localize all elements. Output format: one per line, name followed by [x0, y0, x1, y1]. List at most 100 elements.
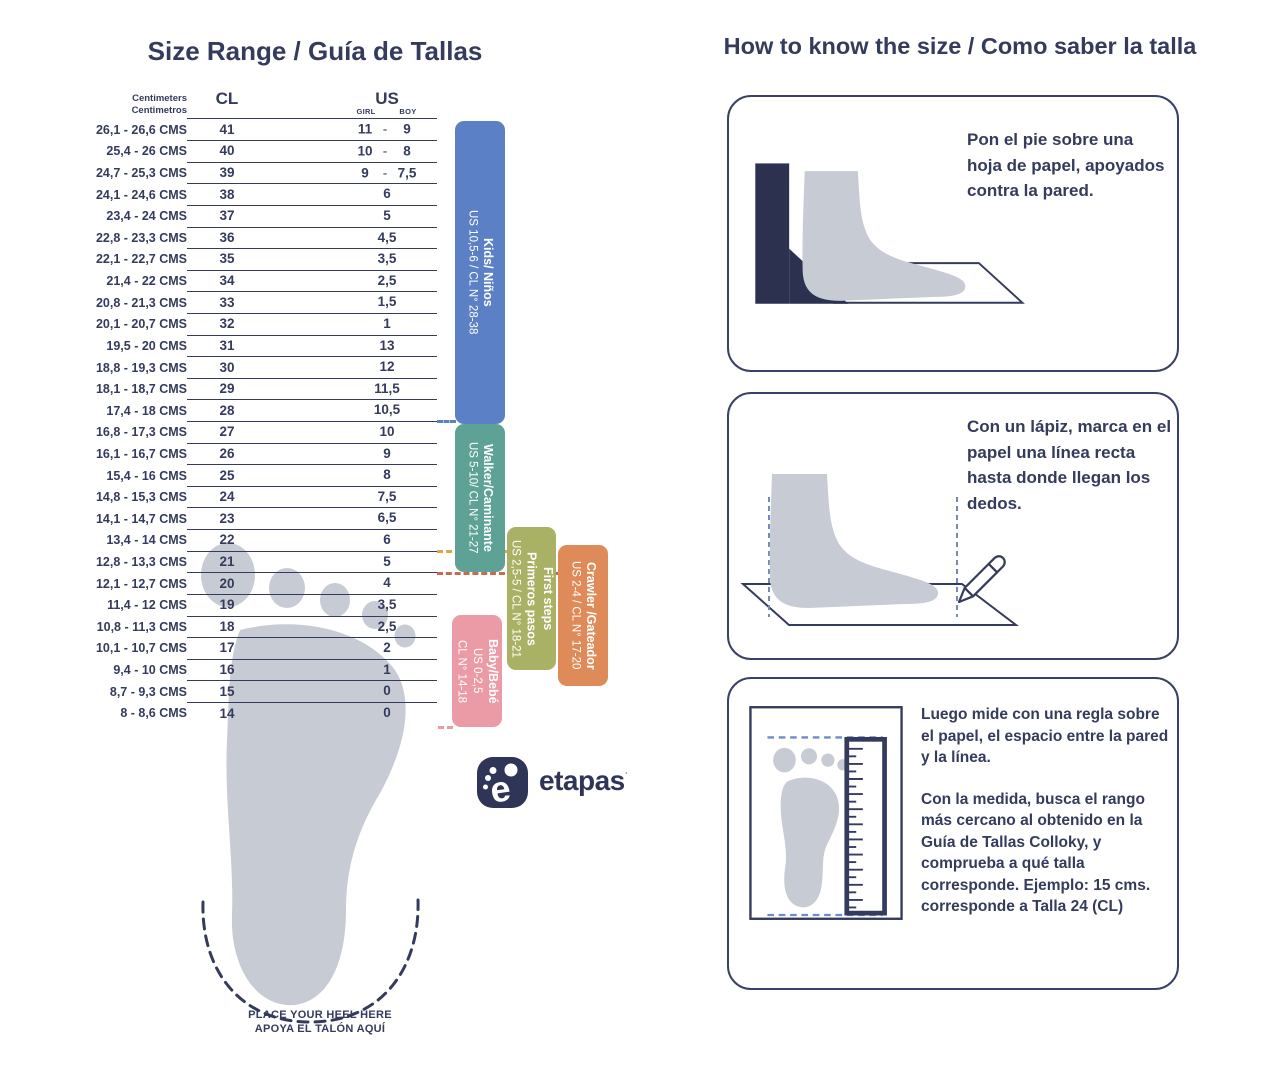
cm-range: 16,1 - 16,7 CMS: [95, 446, 187, 461]
step-box-1: Pon el pie sobre una hoja de papel, apoy…: [727, 95, 1179, 372]
cl-size: 26: [219, 445, 235, 461]
cm-range: 10,8 - 11,3 CMS: [96, 619, 187, 634]
cm-range: 15,4 - 16 CMS: [106, 468, 187, 483]
table-row: 24,1 - 24,6 CMS 38 6: [90, 184, 437, 206]
table-row: 22,1 - 22,7 CMS 35 3,5: [90, 249, 437, 271]
girl-subheader: GIRL: [356, 107, 376, 116]
cm-range: 19,5 - 20 CMS: [106, 338, 187, 353]
us-size: 13: [379, 337, 395, 353]
cl-size: 27: [219, 424, 235, 440]
cm-header: Centimeters Centimetros: [131, 93, 187, 116]
big-footprint-illustration: [201, 543, 420, 1024]
logo-wordmark: etapas˙: [539, 765, 628, 796]
cm-range: 22,1 - 22,7 CMS: [95, 252, 187, 267]
us-size: 5: [383, 207, 391, 223]
cm-range: 16,8 - 17,3 CMS: [95, 425, 187, 440]
cl-size: 20: [219, 575, 235, 591]
cl-size: 14: [219, 705, 235, 721]
cm-range: 14,8 - 15,3 CMS: [95, 490, 187, 505]
us-size: 9-7,5: [361, 165, 417, 181]
table-row: 21,4 - 22 CMS 34 2,5: [90, 270, 437, 293]
cm-range: 24,7 - 25,3 CMS: [95, 166, 187, 181]
us-size: 0: [383, 705, 391, 721]
us-size: 1: [383, 661, 391, 677]
cm-range: 18,1 - 18,7 CMS: [95, 382, 187, 397]
table-row: 17,4 - 18 CMS 28 10,5: [90, 400, 437, 423]
us-size: 7,5: [377, 488, 397, 504]
cm-range: 13,4 - 14 CMS: [106, 533, 187, 548]
us-header: US GIRL BOY: [267, 88, 437, 118]
table-row: 24,7 - 25,3 CMS 39 9-7,5: [90, 162, 437, 185]
table-row: 11,4 - 12 CMS 19 3,5: [90, 594, 437, 617]
cl-size: 35: [219, 251, 235, 267]
cl-size: 29: [219, 381, 235, 397]
cl-size: 39: [219, 165, 235, 181]
table-row: 22,8 - 23,3 CMS 36 4,5: [90, 227, 437, 250]
cl-size: 36: [219, 229, 235, 245]
cl-size: 41: [219, 121, 235, 137]
table-row: 15,4 - 16 CMS 25 8: [90, 465, 437, 487]
footprint-ruler-illustration: [749, 706, 903, 920]
cl-size: 19: [219, 597, 235, 613]
us-size: 6,5: [377, 510, 397, 526]
cl-size: 21: [219, 553, 235, 569]
table-row: 12,1 - 12,7 CMS 20 4: [90, 573, 437, 595]
stage-bar-baby: Baby/Bebé US 0-2,5 CL N° 14-18: [452, 615, 502, 727]
us-size: 1,5: [377, 294, 397, 310]
cm-range: 12,8 - 13,3 CMS: [95, 554, 187, 569]
cl-size: 32: [219, 316, 235, 332]
cl-header: CL: [215, 89, 239, 108]
cm-range: 21,4 - 22 CMS: [106, 274, 187, 289]
table-row: 13,4 - 14 CMS 22 6: [90, 530, 437, 552]
step-2-text: Con un lápiz, marca en el papel una líne…: [967, 417, 1172, 513]
table-row: 16,8 - 17,3 CMS 27 10: [90, 422, 437, 444]
us-size: 3,5: [377, 596, 397, 612]
us-size: 6: [383, 532, 391, 548]
cm-range: 11,4 - 12 CMS: [107, 598, 187, 613]
cm-range: 20,8 - 21,3 CMS: [95, 295, 187, 310]
table-row: 20,8 - 21,3 CMS 33 1,5: [90, 292, 437, 314]
crawler-boundary-dash: [437, 572, 558, 575]
table-row: 23,4 - 24 CMS 37 5: [90, 205, 437, 228]
stage-bar-walker: Walker/Caminante US 5-10/ CL N° 21-27: [455, 424, 505, 572]
us-size: 2,5: [377, 272, 397, 288]
cl-size: 15: [219, 683, 235, 699]
cm-range: 22,8 - 23,3 CMS: [95, 230, 187, 245]
how-to-title: How to know the size / Como saber la tal…: [723, 33, 1197, 59]
us-size: 1: [383, 315, 391, 331]
cm-range: 17,4 - 18 CMS: [106, 403, 187, 418]
table-row: 8 - 8,6 CMS 14 0: [90, 702, 437, 724]
cl-size: 34: [219, 273, 235, 289]
table-row: 14,8 - 15,3 CMS 24 7,5: [90, 486, 437, 509]
step-box-3: Luego mide con una regla sobre el papel,…: [727, 677, 1179, 990]
cl-size: 24: [219, 489, 235, 505]
footprint-e-icon: e: [477, 757, 528, 808]
cl-size: 30: [219, 359, 235, 375]
us-size: 11-9: [357, 121, 411, 137]
cl-size: 38: [219, 186, 235, 202]
table-row: 14,1 - 14,7 CMS 23 6,5: [90, 508, 437, 531]
cl-size: 28: [219, 402, 235, 418]
cm-range: 25,4 - 26 CMS: [106, 144, 187, 159]
us-size: 10-8: [357, 143, 411, 159]
size-range-title: Size Range / Guía de Tallas: [147, 36, 483, 66]
cl-size: 16: [219, 662, 235, 678]
table-row: 25,4 - 26 CMS 40 10-8: [90, 141, 437, 163]
cl-size: 25: [219, 467, 235, 483]
table-row: 8,7 - 9,3 CMS 15 0: [90, 681, 437, 703]
table-row: 19,5 - 20 CMS 31 13: [90, 335, 437, 358]
us-size: 5: [383, 553, 391, 569]
stage-bar-crawler: Crawler /Gateador US 2-4 / CL N° 17-20: [558, 545, 608, 686]
cm-range: 9,4 - 10 CMS: [113, 663, 187, 678]
us-size: 2: [383, 640, 391, 656]
table-row: 12,8 - 13,3 CMS 21 5: [90, 551, 437, 574]
table-row: 26,1 - 26,6 CMS 41 11-9: [90, 119, 437, 142]
us-size: 10,5: [373, 402, 401, 418]
stage-bar-first-steps: First steps Primeros pasos US 2,5-5 / CL…: [507, 527, 556, 670]
cl-size: 18: [219, 618, 235, 634]
cm-range: 8 - 8,6 CMS: [120, 706, 187, 721]
step-1-text: Pon el pie sobre una hoja de papel, apoy…: [967, 130, 1165, 200]
cm-range: 20,1 - 20,7 CMS: [95, 317, 187, 332]
table-row: 10,1 - 10,7 CMS 17 2: [90, 638, 437, 660]
